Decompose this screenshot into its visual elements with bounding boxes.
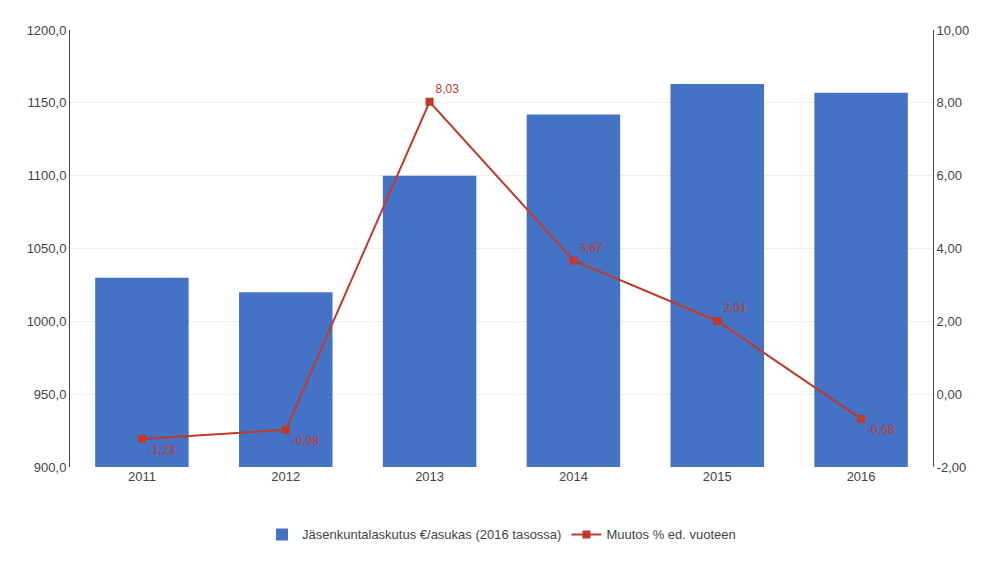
svg-text:2016: 2016 (847, 469, 876, 484)
svg-text:2011: 2011 (128, 469, 156, 484)
svg-text:-0,68: -0,68 (867, 423, 895, 437)
svg-text:1200,0: 1200,0 (27, 23, 67, 38)
svg-text:-1,23: -1,23 (148, 443, 176, 457)
svg-text:1050,0: 1050,0 (27, 241, 67, 256)
svg-text:8,03: 8,03 (436, 82, 460, 96)
svg-text:2,01: 2,01 (723, 301, 747, 315)
svg-text:1150,0: 1150,0 (28, 95, 67, 110)
svg-text:Jäsenkuntalaskutus €/asukas (2: Jäsenkuntalaskutus €/asukas (2016 tasoss… (302, 527, 561, 542)
svg-text:900,0: 900,0 (34, 460, 67, 475)
svg-text:1000,0: 1000,0 (27, 314, 67, 329)
svg-text:10,00: 10,00 (937, 23, 970, 38)
svg-text:6,00: 6,00 (937, 168, 962, 183)
svg-text:1100,0: 1100,0 (28, 168, 67, 183)
svg-text:950,0: 950,0 (34, 387, 67, 402)
svg-text:0,00: 0,00 (937, 387, 962, 402)
svg-text:2015: 2015 (703, 469, 732, 484)
svg-text:4,00: 4,00 (937, 241, 962, 256)
svg-text:2012: 2012 (271, 469, 300, 484)
svg-text:-2,00: -2,00 (937, 460, 967, 475)
svg-text:2014: 2014 (559, 469, 588, 484)
svg-text:Muutos % ed. vuoteen: Muutos % ed. vuoteen (606, 527, 735, 542)
svg-text:3,67: 3,67 (579, 241, 603, 255)
svg-text:-0,98: -0,98 (292, 434, 320, 448)
svg-text:8,00: 8,00 (937, 95, 962, 110)
svg-text:2,00: 2,00 (937, 314, 962, 329)
svg-text:2013: 2013 (415, 469, 444, 484)
